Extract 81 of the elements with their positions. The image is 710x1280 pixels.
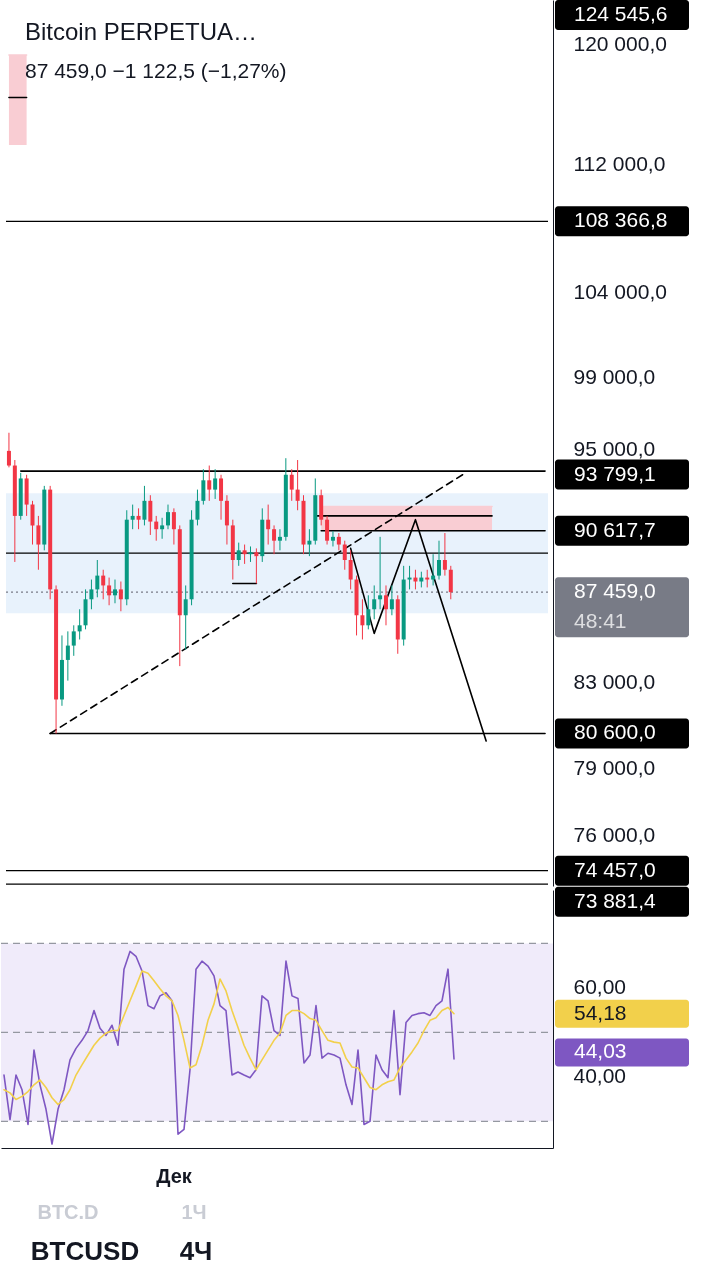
candlestick [448, 565, 453, 600]
candlestick [201, 468, 206, 506]
candlestick [166, 504, 171, 530]
candlestick [336, 532, 341, 551]
candlestick [330, 530, 335, 547]
candlestick [437, 540, 442, 581]
text: Дек [156, 1165, 193, 1187]
candlestick [372, 584, 377, 620]
candlestick [295, 459, 300, 511]
y-tick-label: 79 000,0 [573, 755, 656, 779]
text: 124 545,6 [574, 2, 668, 25]
text: 44,03 [574, 1039, 627, 1063]
candlestick [254, 547, 259, 584]
candlestick [65, 630, 70, 682]
text: BTCUSD [30, 1236, 140, 1266]
candlestick [277, 528, 282, 551]
y-tick-label: 40,00 [573, 1064, 627, 1088]
candlestick [366, 594, 371, 630]
y-tick-label: 76 000,0 [573, 822, 656, 846]
y-tick-label: 99 000,0 [573, 365, 656, 389]
candlestick [130, 504, 135, 530]
candlestick [378, 536, 383, 610]
candlestick [248, 545, 253, 563]
candlestick [348, 549, 353, 590]
candlestick [442, 532, 447, 577]
candlestick [160, 517, 165, 540]
ref-line-label: 73 881,4 [574, 888, 657, 912]
candlestick [71, 624, 76, 657]
candlestick [30, 500, 35, 546]
ref-line-label: 108 366,8 [574, 208, 668, 232]
candlestick [107, 577, 112, 606]
line-series [3, 970, 455, 1106]
candlestick [219, 474, 224, 521]
line-series [3, 950, 455, 1145]
candlestick [407, 565, 412, 590]
candlestick [360, 598, 365, 640]
candlestick [183, 584, 188, 651]
text: 48:41 [574, 609, 627, 633]
candlestick [136, 507, 141, 530]
candlestick [307, 528, 312, 557]
text: 54,18 [574, 1000, 627, 1024]
candlestick [171, 507, 176, 546]
series-label: 80 600,0 [574, 720, 656, 744]
y-tick-label: 95 000,0 [573, 436, 656, 460]
candlestick [272, 524, 277, 555]
ref-line-label: 87 459,0 [574, 579, 656, 603]
text: Bitcoin PERPETUA… [25, 18, 258, 45]
candlestick [118, 581, 123, 612]
candlestick [383, 584, 388, 626]
text: 4Ч [179, 1236, 213, 1266]
candlestick [289, 468, 294, 502]
text: 87 459,0 −1 122,5 (−1,27%) [25, 59, 287, 82]
candlestick [89, 579, 94, 610]
series-label: 90 617,7 [574, 517, 656, 541]
y-tick-label: 104 000,0 [573, 279, 667, 303]
candlestick [101, 569, 106, 600]
candlestick [389, 584, 394, 616]
candlestick [242, 544, 247, 565]
candlestick [431, 553, 436, 586]
candlestick [342, 540, 347, 571]
candlestick [213, 468, 218, 500]
candlestick [6, 432, 11, 468]
candlestick [325, 515, 330, 546]
y-tick-label: 112 000,0 [573, 151, 666, 175]
candlestick [266, 504, 271, 546]
candlestick [77, 608, 82, 640]
candlestick [195, 489, 200, 526]
candlestick [142, 485, 147, 526]
candlestick [36, 515, 41, 571]
candlestick [413, 569, 418, 590]
candlestick [207, 465, 212, 502]
y-tick-label: 120 000,0 [573, 32, 667, 56]
candlestick [95, 559, 100, 598]
candlestick [236, 542, 241, 567]
series-label: 93 799,1 [574, 461, 656, 485]
candlestick [148, 494, 153, 536]
candlestick [154, 515, 159, 542]
ref-line-label: 74 457,0 [574, 857, 656, 881]
candlestick [112, 579, 117, 604]
y-tick-label: 60,00 [573, 975, 627, 999]
y-tick-label: 83 000,0 [573, 670, 656, 694]
